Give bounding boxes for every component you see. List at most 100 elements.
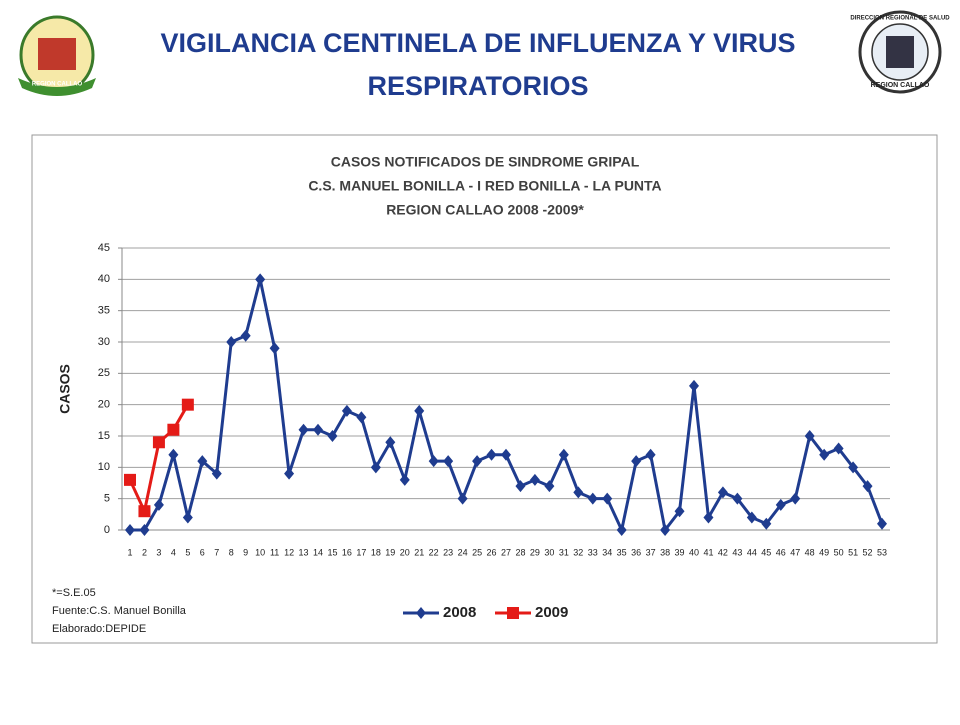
point — [152, 436, 165, 449]
y-tick-label: 25 — [98, 367, 110, 379]
x-tick-label: 22 — [429, 547, 439, 557]
point — [226, 336, 237, 348]
point — [833, 442, 844, 455]
point — [746, 511, 757, 524]
logo-text: REGION CALLAO — [871, 82, 930, 89]
x-tick-label: 12 — [284, 547, 294, 557]
point — [443, 455, 454, 468]
point — [558, 448, 569, 461]
logo-text: REGION CALLAO — [32, 82, 83, 88]
point — [269, 342, 280, 355]
y-tick-label: 45 — [98, 242, 110, 254]
y-tick-label: 5 — [104, 493, 110, 505]
right-logo: DIRECCION REGIONAL DE SALUD REGION CALLA… — [850, 10, 950, 94]
y-tick-label: 10 — [98, 461, 110, 473]
point — [501, 448, 511, 461]
x-tick-label: 45 — [761, 547, 771, 557]
point — [573, 486, 584, 499]
x-tick-label: 30 — [544, 547, 554, 557]
x-tick-label: 28 — [515, 547, 525, 557]
point — [457, 492, 468, 505]
legend-marker — [416, 607, 426, 619]
x-tick-label: 51 — [848, 547, 858, 557]
x-tick-label: 31 — [559, 547, 569, 557]
x-tick-label: 27 — [501, 547, 511, 557]
x-tick-label: 33 — [588, 547, 598, 557]
chart-title: CASOS NOTIFICADOS DE SINDROME GRIPAL — [331, 154, 640, 170]
point — [631, 455, 642, 468]
point — [181, 398, 194, 411]
x-tick-label: 50 — [834, 547, 844, 557]
chart-note: Fuente:C.S. Manuel Bonilla — [52, 605, 187, 617]
x-tick-label: 3 — [156, 547, 161, 557]
x-tick-label: 23 — [443, 547, 453, 557]
point — [790, 492, 801, 505]
point — [848, 461, 859, 474]
x-tick-label: 40 — [689, 547, 699, 557]
x-tick-label: 47 — [790, 547, 800, 557]
left-logo: REGION CALLAO — [18, 15, 96, 96]
x-tick-label: 13 — [299, 547, 309, 557]
x-tick-label: 1 — [127, 547, 132, 557]
x-tick-label: 36 — [631, 547, 641, 557]
point — [139, 524, 150, 536]
point — [298, 423, 309, 436]
point — [804, 430, 815, 442]
chart-note: Elaborado:DEPIDE — [52, 623, 146, 635]
point — [544, 480, 555, 493]
x-tick-label: 5 — [185, 547, 190, 557]
x-tick-label: 43 — [732, 547, 742, 557]
x-tick-label: 52 — [863, 547, 873, 557]
point — [167, 423, 180, 436]
x-tick-label: 15 — [327, 547, 337, 557]
x-tick-label: 16 — [342, 547, 352, 557]
x-tick-label: 14 — [313, 547, 323, 557]
point — [428, 455, 439, 468]
point — [862, 480, 873, 493]
legend-label: 2008 — [443, 604, 476, 621]
point — [370, 461, 381, 474]
point — [717, 486, 728, 499]
point — [255, 273, 266, 286]
x-tick-label: 19 — [385, 547, 395, 557]
point — [182, 511, 193, 524]
chart-title: REGION CALLAO 2008 -2009* — [386, 202, 584, 218]
point — [689, 379, 699, 392]
x-tick-label: 41 — [703, 547, 713, 557]
x-tick-label: 38 — [660, 547, 670, 557]
x-tick-label: 42 — [718, 547, 728, 557]
x-tick-label: 2 — [142, 547, 147, 557]
point — [587, 492, 598, 505]
point — [414, 404, 425, 417]
point — [616, 524, 627, 536]
point — [732, 492, 743, 505]
x-tick-label: 34 — [602, 547, 612, 557]
x-tick-label: 39 — [675, 547, 685, 557]
point — [515, 480, 526, 493]
logo-text: DIRECCION REGIONAL DE SALUD — [850, 16, 950, 22]
point — [124, 473, 136, 486]
x-tick-label: 21 — [414, 547, 424, 557]
y-axis-label: CASOS — [57, 364, 73, 414]
point — [211, 467, 222, 480]
x-tick-label: 7 — [214, 547, 219, 557]
x-tick-label: 26 — [487, 547, 497, 557]
chart-note: *=S.E.05 — [52, 587, 96, 599]
point — [399, 473, 410, 486]
x-tick-label: 8 — [229, 547, 234, 557]
point — [703, 511, 714, 524]
y-tick-label: 35 — [98, 305, 110, 317]
point — [313, 423, 323, 436]
chart-frame — [31, 134, 938, 644]
x-tick-label: 24 — [458, 547, 468, 557]
x-tick-label: 17 — [356, 547, 366, 557]
x-tick-label: 18 — [371, 547, 381, 557]
point — [775, 498, 786, 511]
point — [197, 455, 208, 468]
point — [472, 455, 483, 468]
y-tick-label: 40 — [98, 273, 110, 285]
x-tick-label: 9 — [243, 547, 248, 557]
point — [486, 448, 497, 461]
x-tick-label: 11 — [270, 547, 279, 557]
